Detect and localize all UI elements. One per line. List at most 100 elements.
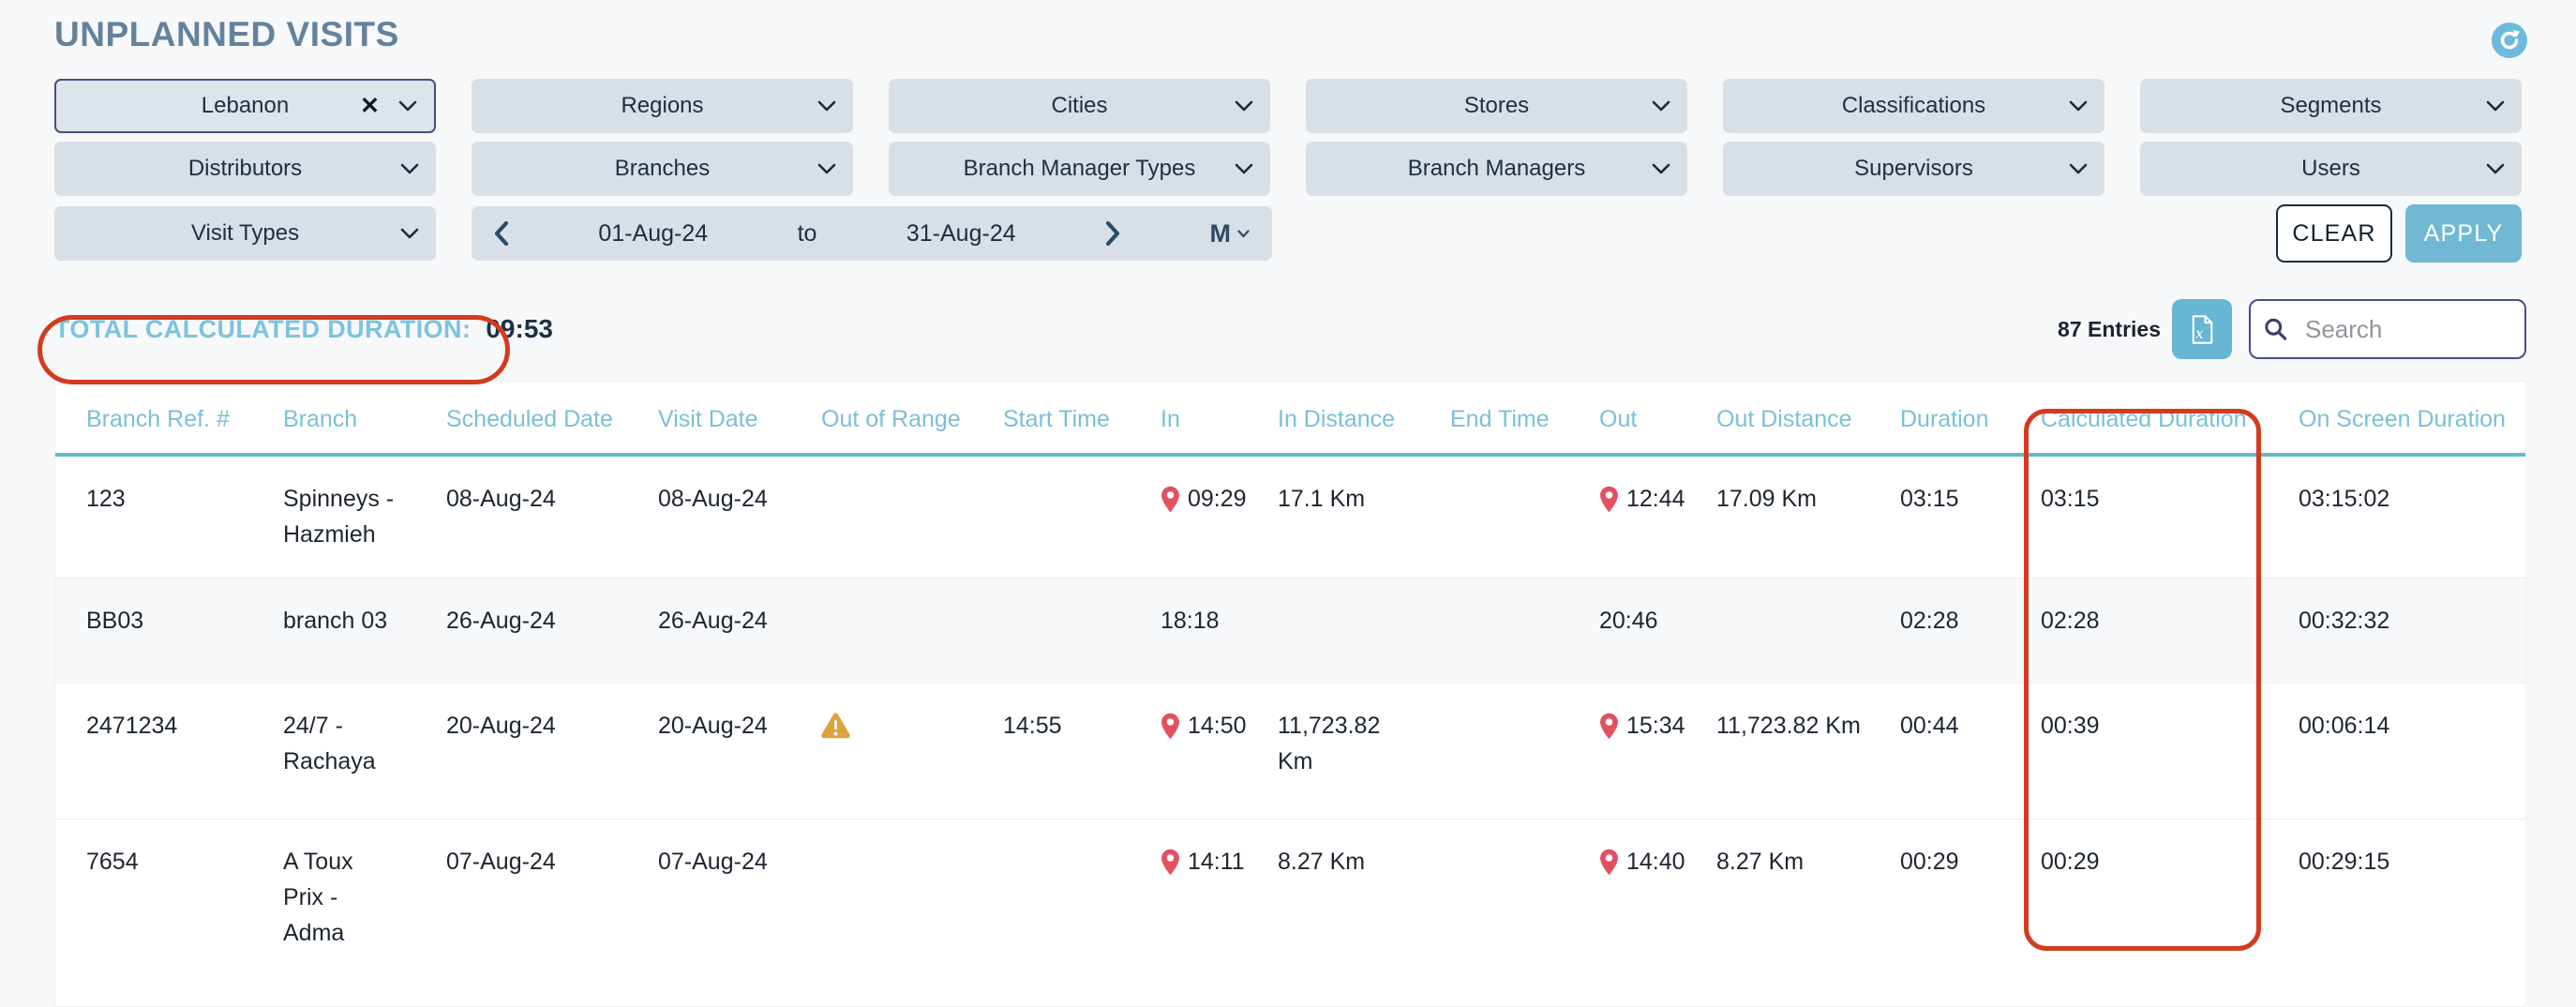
export-excel-button[interactable]: x [2172, 299, 2232, 359]
apply-button[interactable]: APPLY [2405, 204, 2522, 263]
column-header-branch[interactable]: Branch [283, 406, 446, 433]
in-distance-value: 17.1 Km [1278, 481, 1365, 517]
column-header-branch-ref[interactable]: Branch Ref. # [86, 406, 283, 433]
chevron-down-icon [1237, 230, 1250, 238]
in-distance-value: 8.27 Km [1278, 844, 1365, 879]
cell-duration: 00:44 [1900, 708, 2041, 744]
filter-dropdown-stores[interactable]: Stores [1306, 79, 1687, 133]
cell-out: 20:46 [1599, 603, 1716, 639]
filter-dropdown-label: Segments [2280, 93, 2381, 119]
filter-dropdown-lebanon[interactable]: Lebanon✕ [54, 79, 436, 133]
filter-dropdown-branch-manager-types[interactable]: Branch Manager Types [889, 142, 1270, 196]
table-row: BB03branch 0326-Aug-2426-Aug-2418:1820:4… [55, 579, 2525, 684]
chevron-down-icon [817, 163, 836, 174]
filters-section: Lebanon✕ Regions Cities Stores Classificatio… [0, 79, 2576, 263]
filter-dropdown-users[interactable]: Users [2140, 142, 2522, 196]
in-distance-value: 11,723.82 Km [1278, 708, 1409, 779]
filter-dropdown-classifications[interactable]: Classifications [1723, 79, 2104, 133]
filter-dropdown-cities[interactable]: Cities [889, 79, 1270, 133]
search-input[interactable] [2249, 299, 2526, 359]
column-header-visit-date[interactable]: Visit Date [658, 406, 821, 433]
filter-dropdown-label: Stores [1464, 93, 1529, 119]
chevron-down-icon [1652, 100, 1670, 112]
date-range-picker: 01-Aug-24 to 31-Aug-24 M [472, 206, 1272, 261]
filter-dropdown-distributors[interactable]: Distributors [54, 142, 436, 196]
period-mode-dropdown[interactable]: M [1209, 219, 1250, 248]
time-value: 14:11 [1188, 844, 1245, 879]
time-value: 18:18 [1161, 603, 1220, 639]
cell-out-distance: 17.09 Km [1716, 481, 1900, 517]
previous-period-button[interactable] [494, 221, 509, 246]
search-icon [2263, 317, 2288, 342]
cell-visit-date: 07-Aug-24 [658, 844, 821, 879]
location-pin-icon [1599, 849, 1619, 876]
column-header-scheduled-date[interactable]: Scheduled Date [446, 406, 658, 433]
column-header-out-distance[interactable]: Out Distance [1716, 406, 1900, 433]
date-range-start[interactable]: 01-Aug-24 [598, 220, 708, 248]
clear-button[interactable]: CLEAR [2276, 204, 2392, 263]
filter-dropdown-label: Visit Types [191, 220, 299, 247]
total-calculated-duration-value: 09:53 [486, 314, 553, 344]
filter-dropdown-segments[interactable]: Segments [2140, 79, 2522, 133]
filter-dropdown-label: Cities [1051, 93, 1107, 119]
date-range-end[interactable]: 31-Aug-24 [906, 220, 1016, 248]
filter-dropdown-label: Distributors [188, 156, 302, 182]
cell-in-distance [1278, 603, 1450, 639]
entries-count: 87 Entries [2058, 317, 2161, 342]
cell-out-of-range [821, 708, 1003, 749]
cell-in: 18:18 [1161, 603, 1278, 639]
column-header-in[interactable]: In [1161, 406, 1278, 433]
location-pin-icon [1161, 486, 1180, 513]
search-box [2249, 299, 2526, 359]
column-header-calculated-duration[interactable]: Calculated Duration [2041, 406, 2299, 433]
summary-row: TOTAL CALCULATED DURATION: 09:53 87 Entr… [0, 296, 2576, 362]
table-header-row: Branch Ref. #BranchScheduled DateVisit D… [55, 382, 2525, 457]
cell-visit-date: 26-Aug-24 [658, 603, 821, 639]
out-of-range-warning-icon [821, 713, 850, 739]
time-value: 20:46 [1599, 603, 1658, 639]
cell-branch: Spinneys - Hazmieh [283, 481, 446, 552]
date-range-separator: to [798, 220, 817, 248]
filter-dropdown-visit-types[interactable]: Visit Types [54, 206, 436, 261]
cell-scheduled-date: 26-Aug-24 [446, 603, 658, 639]
next-period-button[interactable] [1105, 221, 1120, 246]
cell-branch-ref: 2471234 [86, 708, 283, 744]
column-header-out-of-range[interactable]: Out of Range [821, 406, 1003, 433]
table-row: 123Spinneys - Hazmieh08-Aug-2408-Aug-240… [55, 457, 2525, 579]
cell-on-screen-duration: 00:29:15 [2299, 844, 2527, 879]
table-row: 247123424/7 - Rachaya20-Aug-2420-Aug-241… [55, 684, 2525, 819]
filter-dropdown-branches[interactable]: Branches [472, 142, 853, 196]
filter-dropdown-regions[interactable]: Regions [472, 79, 853, 133]
column-header-end-time[interactable]: End Time [1450, 406, 1599, 433]
cell-scheduled-date: 08-Aug-24 [446, 481, 658, 517]
filter-dropdown-label: Users [2301, 156, 2360, 182]
chevron-down-icon [1652, 163, 1670, 174]
cell-branch-ref: 7654 [86, 844, 283, 879]
column-header-in-distance[interactable]: In Distance [1278, 406, 1450, 433]
filter-dropdown-branch-managers[interactable]: Branch Managers [1306, 142, 1687, 196]
cell-on-screen-duration: 00:32:32 [2299, 603, 2527, 639]
clear-selection-icon[interactable]: ✕ [360, 92, 380, 120]
cell-in-distance: 8.27 Km [1278, 844, 1450, 879]
location-pin-icon [1161, 849, 1180, 876]
cell-branch-ref: 123 [86, 481, 283, 517]
cell-visit-date: 20-Aug-24 [658, 708, 821, 744]
chevron-down-icon [400, 228, 419, 239]
filter-dropdown-supervisors[interactable]: Supervisors [1723, 142, 2104, 196]
cell-calculated-duration: 02:28 [2041, 603, 2299, 639]
cell-in: 14:11 [1161, 844, 1278, 879]
refresh-button[interactable] [2492, 23, 2527, 58]
cell-out-distance: 11,723.82 Km [1716, 708, 1900, 744]
cell-branch-ref: BB03 [86, 603, 283, 639]
cell-scheduled-date: 20-Aug-24 [446, 708, 658, 744]
time-value: 14:50 [1188, 708, 1247, 744]
chevron-down-icon [817, 100, 836, 112]
cell-duration: 02:28 [1900, 603, 2041, 639]
chevron-down-icon [1235, 163, 1253, 174]
column-header-start-time[interactable]: Start Time [1003, 406, 1161, 433]
column-header-duration[interactable]: Duration [1900, 406, 2041, 433]
column-header-on-screen-duration[interactable]: On Screen Duration [2299, 406, 2527, 433]
chevron-down-icon [2486, 100, 2505, 112]
column-header-out[interactable]: Out [1599, 406, 1716, 433]
unplanned-visits-page: UNPLANNED VISITS Lebanon✕RegionsCitiesSt… [0, 0, 2576, 966]
